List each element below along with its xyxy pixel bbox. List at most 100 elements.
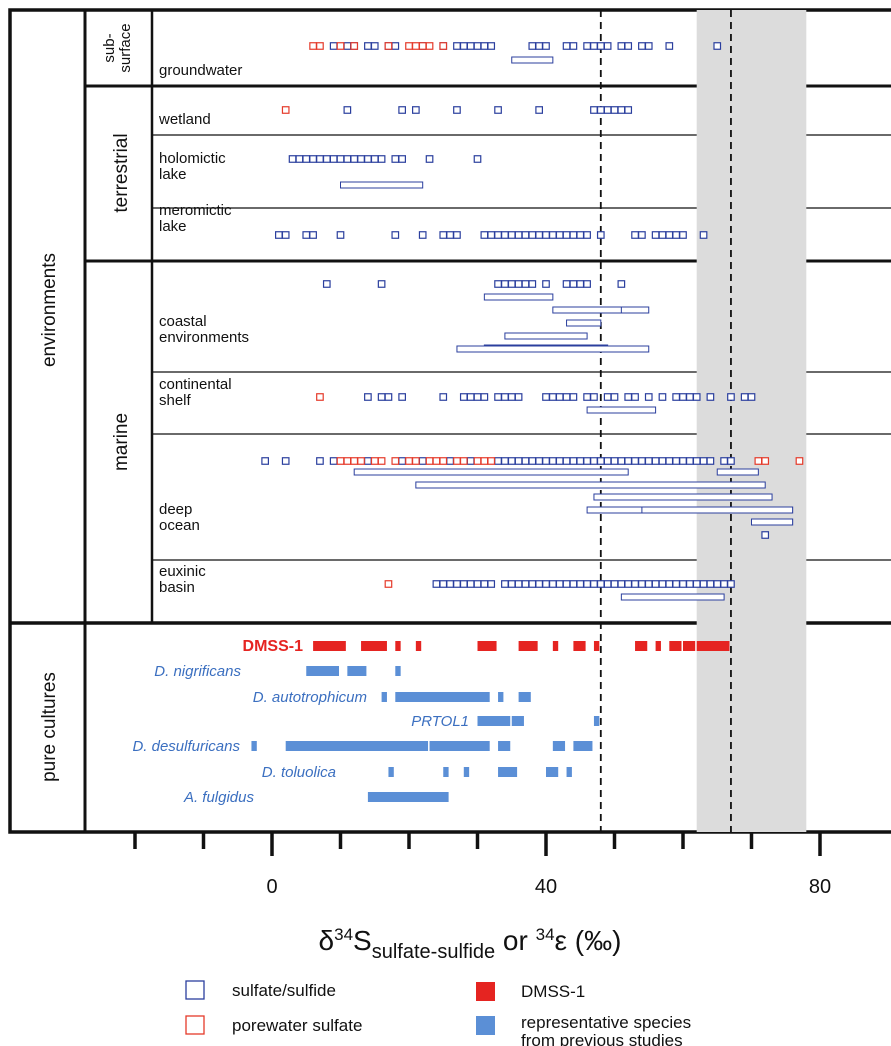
range-bar bbox=[483, 293, 554, 301]
sulfide-point bbox=[651, 457, 660, 465]
range-bar bbox=[716, 468, 759, 476]
sulfide-point bbox=[665, 580, 674, 588]
porewater-point bbox=[412, 42, 420, 50]
legend-label: sulfate/sulfide bbox=[232, 981, 336, 1000]
sulfide-point bbox=[576, 280, 585, 288]
sulfide-point bbox=[610, 580, 619, 588]
culture-segment bbox=[546, 767, 559, 777]
culture-segment bbox=[498, 741, 511, 751]
sulfide-point bbox=[610, 393, 619, 401]
sulfide-point bbox=[624, 106, 633, 114]
sulfide-point bbox=[542, 42, 550, 50]
sulfide-point bbox=[583, 231, 591, 239]
sulfide-point bbox=[713, 580, 722, 588]
culture-segment bbox=[381, 692, 387, 702]
sulfide-point bbox=[535, 457, 544, 465]
range-bar bbox=[593, 493, 773, 501]
sulfide-point bbox=[364, 457, 372, 465]
pure-culture-labels: DMSS-1D. nigrificans D. autotrophicum PRTO… bbox=[132, 638, 469, 806]
sulfide-point bbox=[569, 280, 578, 288]
sulfide-point bbox=[309, 231, 317, 239]
sulfide-point bbox=[391, 231, 400, 239]
culture-segment bbox=[415, 641, 422, 651]
sulfide-point bbox=[747, 393, 756, 401]
culture-segment bbox=[566, 767, 572, 777]
legend-swatch bbox=[476, 1016, 495, 1035]
sulfide-point bbox=[507, 457, 516, 465]
sulfide-point bbox=[631, 231, 639, 239]
sulfide-point bbox=[336, 231, 345, 239]
sulfide-point bbox=[322, 155, 331, 163]
sulfide-point bbox=[309, 155, 317, 163]
porewater-point bbox=[281, 106, 290, 114]
porewater-point bbox=[384, 580, 393, 588]
sulfide-point bbox=[542, 231, 550, 239]
sulfide-point bbox=[336, 155, 345, 163]
sulfide-point bbox=[528, 231, 537, 239]
sulfide-point bbox=[453, 580, 461, 588]
sulfide-point bbox=[679, 231, 687, 239]
porewater-point bbox=[350, 457, 359, 465]
sulfide-point bbox=[562, 231, 571, 239]
sulfide-point bbox=[343, 155, 352, 163]
category-label-meromictic-lake: meromictic lake bbox=[159, 202, 232, 235]
category-label-line: ocean bbox=[159, 517, 200, 534]
porewater-point bbox=[425, 42, 434, 50]
category-label-line: euxinic bbox=[159, 563, 206, 580]
sulfide-point bbox=[459, 42, 468, 50]
sulfide-point bbox=[521, 580, 530, 588]
sulfide-point bbox=[672, 580, 681, 588]
sulfide-point bbox=[473, 580, 482, 588]
sulfide-point bbox=[528, 280, 537, 288]
sulfide-point bbox=[459, 393, 468, 401]
sulfide-point bbox=[521, 280, 530, 288]
sulfide-point bbox=[501, 457, 509, 465]
sulfide-point bbox=[617, 580, 626, 588]
sulfide-point bbox=[624, 580, 633, 588]
group-label-environments: environments bbox=[39, 253, 60, 367]
sulfide-point bbox=[487, 231, 496, 239]
x-tick-label: 40 bbox=[535, 876, 557, 898]
culture-segment bbox=[696, 641, 716, 651]
sulfide-point bbox=[514, 231, 523, 239]
sulfide-point bbox=[692, 393, 701, 401]
sulfide-point bbox=[590, 393, 598, 401]
legend-swatch bbox=[476, 982, 495, 1001]
range-bar bbox=[641, 506, 794, 514]
sulfide-point bbox=[514, 393, 523, 401]
category-label-groundwater: groundwater bbox=[159, 62, 242, 79]
culture-segment bbox=[498, 692, 504, 702]
sulfide-point bbox=[596, 42, 605, 50]
sulfide-point bbox=[583, 280, 591, 288]
sulfide-point bbox=[651, 580, 660, 588]
sulfide-point bbox=[507, 280, 516, 288]
culture-segment bbox=[593, 641, 600, 651]
culture-segment bbox=[552, 741, 566, 751]
culture-segment bbox=[655, 641, 661, 651]
sulfide-point bbox=[727, 580, 735, 588]
sulfide-point bbox=[357, 155, 365, 163]
legend-label-line: from previous studies bbox=[521, 1031, 683, 1046]
porewater-point bbox=[357, 457, 365, 465]
category-label-line: environments bbox=[159, 329, 249, 346]
culture-segment bbox=[429, 741, 490, 751]
sulfide-point bbox=[453, 231, 461, 239]
sulfide-point bbox=[727, 393, 735, 401]
sulfide-point bbox=[281, 457, 290, 465]
sulfide-point bbox=[528, 457, 537, 465]
sulfide-point bbox=[740, 393, 749, 401]
sulfide-point bbox=[542, 393, 550, 401]
culture-segment bbox=[443, 767, 449, 777]
legend-label: porewater sulfate bbox=[232, 1016, 362, 1035]
sulfide-point bbox=[562, 393, 571, 401]
culture-segment bbox=[573, 641, 586, 651]
porewater-point bbox=[487, 457, 496, 465]
range-bar bbox=[552, 306, 622, 314]
sulfide-point bbox=[494, 231, 502, 239]
culture-segment bbox=[477, 716, 511, 726]
group-label-terrestrial: terrestrial bbox=[111, 133, 132, 212]
culture-segment bbox=[683, 641, 696, 651]
sulfide-point bbox=[617, 106, 626, 114]
porewater-point bbox=[350, 42, 359, 50]
sulfide-point bbox=[494, 457, 502, 465]
